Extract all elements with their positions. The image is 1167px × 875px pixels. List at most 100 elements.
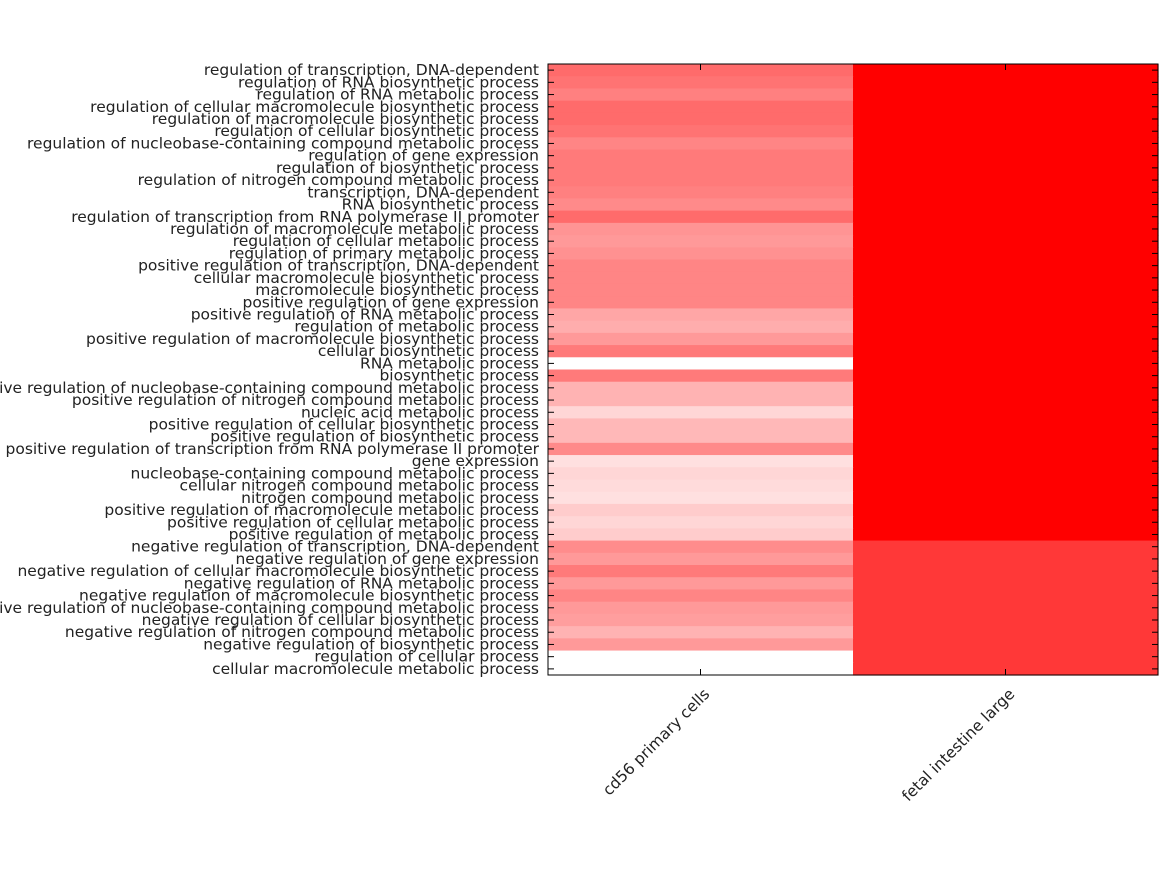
- heatmap-cell: [853, 455, 1159, 468]
- heatmap-cell: [548, 479, 854, 493]
- heatmap-cell: [548, 283, 854, 297]
- row-tick-label: cellular biosynthetic process: [318, 342, 539, 360]
- heatmap-cell: [548, 381, 854, 395]
- heatmap-cell: [853, 112, 1159, 126]
- heatmap-cell: [548, 613, 854, 627]
- heatmap-cell: [853, 357, 1159, 371]
- heatmap-cell: [853, 516, 1159, 529]
- row-tick-label: regulation of cellular biosynthetic proc…: [214, 122, 539, 140]
- row-tick-label: macromolecule biosynthetic process: [255, 281, 539, 299]
- heatmap-cell: [548, 308, 854, 322]
- heatmap-cell: [853, 503, 1159, 517]
- heatmap-cell: [548, 235, 854, 248]
- heatmap-cell: [853, 406, 1159, 419]
- heatmap-cell: [548, 149, 854, 163]
- heatmap-cell: [853, 418, 1159, 432]
- row-tick-label: regulation of transcription from RNA pol…: [71, 208, 539, 226]
- heatmap-cell: [548, 552, 854, 566]
- heatmap-cell: [853, 271, 1159, 285]
- column-tick-label: fetal intestine large: [898, 685, 1018, 805]
- row-tick-label: negative regulation of transcription, DN…: [131, 538, 539, 556]
- row-tick-label: positive regulation of macromolecule met…: [104, 501, 539, 519]
- heatmap-cell: [853, 528, 1159, 542]
- row-tick-label: regulation of primary metabolic process: [229, 244, 539, 262]
- row-tick-label: regulation of biosynthetic process: [276, 159, 539, 177]
- heatmap-cell: [853, 259, 1159, 273]
- heatmap-cell: [853, 247, 1159, 261]
- heatmap-cell: [548, 528, 854, 542]
- row-tick-label: positive regulation of metabolic process: [229, 525, 539, 543]
- heatmap-cell: [853, 626, 1159, 639]
- row-tick-label: biosynthetic process: [379, 367, 539, 385]
- heatmap-cell: [548, 173, 854, 187]
- heatmap-cell: [548, 393, 854, 407]
- heatmap-cell: [548, 455, 854, 468]
- row-tick-label: regulation of cellular process: [314, 648, 539, 666]
- row-tick-label: RNA biosynthetic process: [342, 196, 539, 214]
- heatmap-cell: [853, 430, 1159, 444]
- row-tick-label: cellular nitrogen compound metabolic pro…: [180, 477, 539, 495]
- plot-frame: [547, 63, 1159, 676]
- heatmap-cell: [853, 467, 1159, 481]
- heatmap-cell: [853, 198, 1159, 212]
- heatmap-cell: [548, 369, 854, 383]
- heatmap-cell: [548, 332, 854, 346]
- column-tick-label: cd56 primary cells: [599, 685, 713, 799]
- row-tick-label: nucleic acid metabolic process: [301, 403, 539, 421]
- row-tick-label: negative regulation of macromolecule bio…: [79, 587, 539, 605]
- heatmap-cell: [548, 320, 854, 334]
- heatmap-cell: [548, 161, 854, 175]
- row-tick-label: positive regulation of biosynthetic proc…: [210, 428, 539, 446]
- row-tick-label: positive regulation of nucleobase-contai…: [0, 379, 539, 397]
- heatmap-cell: [548, 345, 854, 358]
- heatmap-cell: [853, 491, 1159, 505]
- row-tick-label: positive regulation of RNA metabolic pro…: [191, 306, 539, 324]
- heatmap-cell: [548, 467, 854, 481]
- heatmap-cell: [548, 222, 854, 236]
- row-tick-label: regulation of cellular macromolecule bio…: [90, 98, 539, 116]
- row-tick-label: regulation of nitrogen compound metaboli…: [138, 171, 539, 189]
- row-tick-label: gene expression: [412, 452, 539, 470]
- heatmap-cell: [853, 283, 1159, 297]
- row-tick-label: regulation of macromolecule metabolic pr…: [170, 220, 539, 238]
- row-tick-label: negative regulation of nucleobase-contai…: [0, 599, 539, 617]
- axis-ticks: [548, 64, 1158, 675]
- heatmap-cell: [853, 332, 1159, 346]
- heatmap-cell: [548, 210, 854, 224]
- heatmap-cell: [853, 296, 1159, 309]
- heatmap-cell: [548, 442, 854, 456]
- heatmap-cells: [548, 64, 1159, 676]
- heatmap-cell: [853, 88, 1159, 102]
- heatmap-cell: [853, 577, 1159, 591]
- row-tick-label: nitrogen compound metabolic process: [241, 489, 539, 507]
- heatmap-cell: [853, 320, 1159, 334]
- heatmap-cell: [548, 638, 854, 652]
- row-tick-label: positive regulation of gene expression: [242, 293, 539, 311]
- heatmap-cell: [548, 112, 854, 126]
- heatmap-cell: [853, 76, 1159, 90]
- row-tick-label: regulation of nucleobase-containing comp…: [27, 134, 539, 152]
- heatmap-cell: [548, 430, 854, 444]
- row-tick-label: nucleobase-containing compound metabolic…: [131, 464, 539, 482]
- row-tick-label: negative regulation of RNA metabolic pro…: [184, 574, 539, 592]
- heatmap-cell: [548, 259, 854, 273]
- row-tick-label: regulation of macromolecule biosynthetic…: [152, 110, 539, 128]
- heatmap-cell: [548, 88, 854, 102]
- heatmap-cell: [853, 345, 1159, 358]
- heatmap-cell: [853, 308, 1159, 322]
- heatmap-cell: [548, 565, 854, 578]
- heatmap-cell: [548, 406, 854, 419]
- row-tick-label: cellular macromolecule biosynthetic proc…: [194, 269, 539, 287]
- heatmap-cell: [853, 222, 1159, 236]
- row-tick-label: regulation of RNA metabolic process: [256, 86, 539, 104]
- heatmap-cell: [548, 357, 854, 371]
- heatmap-cell: [853, 552, 1159, 566]
- row-tick-label: negative regulation of cellular macromol…: [17, 562, 539, 580]
- heatmap-cell: [548, 271, 854, 285]
- heatmap-cell: [853, 100, 1159, 114]
- heatmap-cell: [548, 577, 854, 591]
- heatmap-cell: [548, 137, 854, 151]
- heatmap-cell: [548, 589, 854, 603]
- heatmap-cell: [853, 369, 1159, 383]
- row-tick-label: negative regulation of nitrogen compound…: [65, 623, 539, 641]
